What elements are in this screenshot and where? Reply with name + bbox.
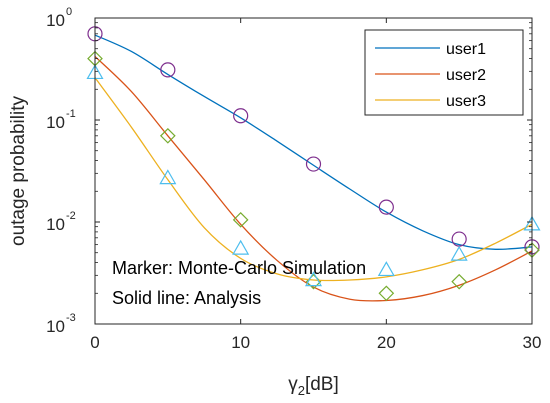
marker-user3-3	[304, 271, 323, 287]
y-tick-label: 10	[46, 317, 65, 336]
marker-user1-1	[160, 62, 176, 78]
axis-labels-layer: γ2[dB] outage probability	[8, 96, 339, 398]
marker-user1-4	[378, 199, 394, 215]
legend-box	[364, 29, 524, 116]
line-user3	[94, 77, 533, 282]
line-user1	[94, 34, 533, 250]
legend-label-user1: user1	[446, 41, 486, 58]
line-user2	[94, 55, 533, 302]
marker-user3-5	[450, 245, 468, 261]
y-tick-exponent: -2	[66, 210, 76, 222]
y-tick-label: 10	[46, 11, 65, 30]
x-tick-label: 20	[377, 333, 396, 352]
x-tick-label: 30	[523, 333, 542, 352]
y-tick-exponent: 0	[66, 6, 72, 18]
legend-label-user2: user2	[446, 67, 486, 84]
y-tick-label: 10	[46, 215, 65, 234]
annotation-line: Marker: Monte-Carlo Simulation	[112, 258, 366, 278]
y-tick-exponent: -3	[66, 312, 76, 324]
marker-user2-1	[159, 127, 176, 144]
x-axis-label: γ2[dB]	[288, 374, 339, 398]
x-tick-label: 10	[231, 333, 250, 352]
marker-user3-2	[232, 239, 250, 255]
legend-label-user3: user3	[446, 93, 486, 110]
plot-frame	[94, 17, 533, 325]
y-axis-label: outage probability	[8, 96, 29, 246]
annotation-line: Solid line: Analysis	[112, 288, 261, 308]
x-tick-label: 0	[90, 333, 99, 352]
marker-user2-4	[378, 285, 395, 302]
marker-user1-3	[305, 156, 322, 172]
marker-user3-4	[377, 261, 395, 277]
y-tick-label: 10	[46, 113, 65, 132]
marker-user2-5	[451, 273, 468, 290]
marker-user3-1	[159, 169, 177, 185]
marker-user1-2	[233, 108, 249, 124]
marker-user2-2	[232, 211, 249, 228]
legend: user1 user2 user3	[364, 29, 524, 116]
annotations: Marker: Monte-Carlo Simulation Solid line…	[112, 258, 366, 308]
y-tick-exponent: -1	[66, 108, 76, 120]
